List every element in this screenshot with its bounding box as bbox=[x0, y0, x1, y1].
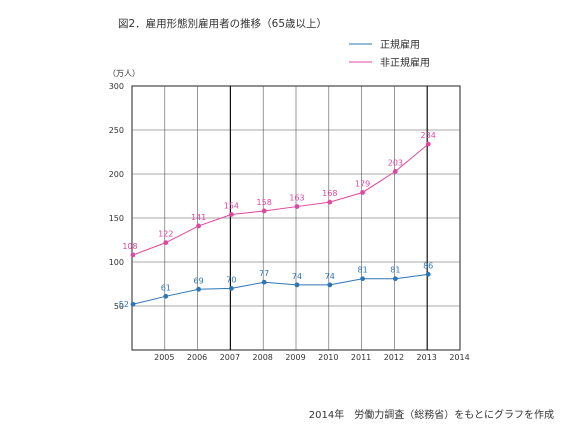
data-label: 234 bbox=[421, 131, 436, 140]
data-point bbox=[130, 252, 136, 258]
y-tick-label: 50 bbox=[114, 302, 124, 311]
data-label: 74 bbox=[325, 272, 335, 281]
data-points bbox=[130, 141, 431, 307]
data-label: 81 bbox=[357, 266, 367, 275]
data-point bbox=[196, 286, 201, 292]
y-unit-label: （万人） bbox=[108, 69, 140, 78]
x-tick-label: 2009 bbox=[285, 353, 305, 362]
data-label: 141 bbox=[191, 213, 206, 222]
data-point bbox=[425, 271, 431, 277]
data-label: 81 bbox=[390, 266, 400, 275]
grid bbox=[131, 85, 461, 351]
data-point bbox=[360, 190, 365, 195]
legend-label-regular: 正規雇用 bbox=[380, 38, 420, 51]
data-point bbox=[163, 293, 169, 299]
y-tick-label: 100 bbox=[109, 258, 124, 267]
series-line bbox=[132, 143, 429, 256]
series-line bbox=[132, 273, 429, 305]
y-tick-label: 300 bbox=[109, 82, 124, 91]
x-tick-label: 2012 bbox=[384, 353, 404, 362]
data-point bbox=[425, 141, 431, 147]
data-label: 168 bbox=[322, 189, 337, 198]
data-point bbox=[261, 208, 267, 214]
data-label: 179 bbox=[355, 179, 370, 188]
data-label: 70 bbox=[226, 275, 236, 284]
data-point bbox=[392, 168, 398, 174]
data-point bbox=[294, 282, 300, 288]
data-point bbox=[228, 212, 234, 217]
source-note: 2014年 労働力調査（総務省）をもとにグラフを作成 bbox=[309, 408, 554, 421]
data-point bbox=[327, 282, 333, 288]
data-point bbox=[228, 286, 234, 291]
y-tick-label: 150 bbox=[109, 214, 124, 223]
data-point bbox=[360, 276, 365, 282]
x-tick-label: 2014 bbox=[449, 353, 469, 362]
x-tick-label: 2007 bbox=[220, 353, 240, 362]
y-tick-label: 200 bbox=[109, 170, 124, 179]
data-label: 86 bbox=[423, 261, 433, 270]
data-label: 108 bbox=[122, 242, 137, 251]
data-label: 77 bbox=[259, 269, 269, 278]
data-label: 163 bbox=[289, 194, 304, 203]
data-point bbox=[196, 223, 201, 229]
data-point bbox=[327, 199, 333, 205]
x-tick-labels: 2005 2006 2007 2008 2009 2010 2011 2012 2013 2014 bbox=[154, 353, 470, 362]
data-label: 122 bbox=[158, 230, 173, 239]
x-tick-label: 2013 bbox=[417, 353, 437, 362]
data-label: 69 bbox=[193, 276, 203, 285]
data-point bbox=[163, 240, 169, 246]
x-tick-label: 2008 bbox=[253, 353, 273, 362]
y-tick-labels: 300 250 200 150 100 50 bbox=[109, 82, 124, 311]
series-lines bbox=[132, 143, 429, 305]
data-point bbox=[261, 279, 267, 285]
data-point bbox=[294, 204, 300, 209]
x-tick-label: 2011 bbox=[351, 353, 371, 362]
data-label: 74 bbox=[292, 272, 302, 281]
data-point bbox=[392, 276, 398, 282]
legend: 正規雇用 非正規雇用 bbox=[349, 38, 430, 69]
data-label: 154 bbox=[224, 201, 239, 210]
data-point bbox=[130, 301, 136, 307]
x-tick-label: 2010 bbox=[318, 353, 338, 362]
data-label: 158 bbox=[257, 198, 272, 207]
data-labels: 52 61 69 70 77 74 74 81 81 86 108 122 141 154 158 163 16… bbox=[119, 131, 436, 309]
x-tick-label: 2005 bbox=[154, 353, 174, 362]
data-label: 203 bbox=[388, 158, 403, 167]
data-label: 52 bbox=[119, 300, 129, 309]
legend-label-nonregular: 非正規雇用 bbox=[380, 56, 430, 69]
y-tick-label: 250 bbox=[109, 126, 124, 135]
data-label: 61 bbox=[161, 283, 171, 292]
chart-title: 図2．雇用形態別雇用者の推移（65歳以上） bbox=[118, 17, 327, 30]
x-tick-label: 2006 bbox=[187, 353, 207, 362]
